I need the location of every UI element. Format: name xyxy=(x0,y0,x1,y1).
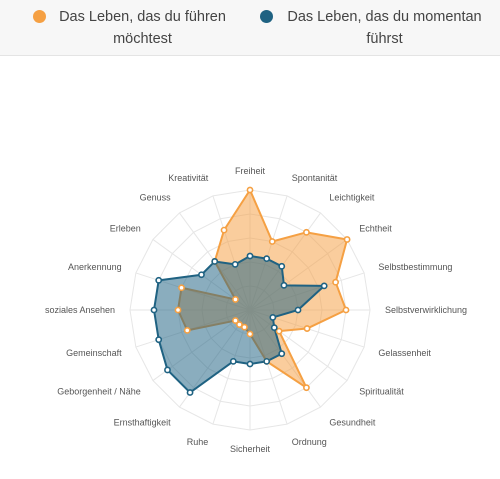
series-0-point-10 xyxy=(246,330,254,338)
series-1-point-0 xyxy=(246,252,254,260)
category-label-1: Spontanität xyxy=(292,173,338,183)
series-1-point-5 xyxy=(294,306,302,314)
series-0-point-3 xyxy=(343,236,351,243)
series-0-point-0 xyxy=(246,186,254,194)
category-label-4: Selbstbestimmung xyxy=(378,262,452,272)
series-1-point-7 xyxy=(270,324,278,332)
series-1-point-17 xyxy=(198,271,205,279)
series-1-point-1 xyxy=(263,255,271,263)
category-label-11: Ruhe xyxy=(187,437,209,447)
legend-dot-current xyxy=(260,10,273,23)
legend-item-current[interactable]: Das Leben, das du momentan führst xyxy=(260,6,490,50)
category-label-9: Ordnung xyxy=(292,437,327,447)
series-0-point-19 xyxy=(220,226,228,234)
series-1-point-15 xyxy=(150,306,158,314)
series-1-point-10 xyxy=(246,360,254,368)
legend-label-current: Das Leben, das du momentan führst xyxy=(287,9,482,47)
series-0-point-17 xyxy=(232,296,239,303)
series-1-point-14 xyxy=(155,336,163,344)
series-1-point-16 xyxy=(155,276,163,284)
category-label-3: Echtheit xyxy=(359,223,392,233)
series-1-point-11 xyxy=(229,357,237,365)
series-0-point-5 xyxy=(342,306,350,314)
category-label-10: Sicherheit xyxy=(230,444,271,454)
category-label-6: Gelassenheit xyxy=(378,348,431,358)
category-label-16: Anerkennung xyxy=(68,262,122,272)
legend-dot-desired xyxy=(33,10,46,23)
category-label-17: Erleben xyxy=(110,223,141,233)
category-label-13: Geborgenheit / Nähe xyxy=(57,387,141,397)
series-0-point-12 xyxy=(236,321,243,328)
legend-bar: Das Leben, das du führen möchtest Das Le… xyxy=(0,0,500,56)
series-0-point-16 xyxy=(178,284,185,292)
category-label-7: Spiritualität xyxy=(359,387,404,397)
legend-item-desired[interactable]: Das Leben, das du führen möchtest xyxy=(33,6,233,50)
series-0-point-6 xyxy=(303,325,311,332)
series-0-point-11 xyxy=(241,323,248,331)
series-1-point-4 xyxy=(320,282,328,290)
category-label-15: soziales Ansehen xyxy=(45,305,115,315)
series-0-point-4 xyxy=(332,278,339,286)
series-1-point-13 xyxy=(164,366,171,374)
series-0-point-13 xyxy=(232,317,239,324)
series-0-point-1 xyxy=(268,238,276,245)
series-1-point-3 xyxy=(280,281,288,289)
series-1-point-6 xyxy=(269,314,277,321)
category-label-8: Gesundheit xyxy=(329,417,376,427)
category-label-2: Leichtigkeit xyxy=(329,193,375,203)
series-0-point-8 xyxy=(303,384,310,392)
series-1-point-8 xyxy=(278,350,286,358)
category-label-5: Selbstverwirklichung xyxy=(385,305,467,315)
series-1-point-2 xyxy=(278,262,286,270)
category-label-12: Ernsthaftigkeit xyxy=(114,417,172,427)
series-0-point-2 xyxy=(303,228,310,236)
series-1-point-12 xyxy=(186,389,194,396)
category-label-14: Gemeinschaft xyxy=(66,348,122,358)
series-0-point-15 xyxy=(174,306,182,314)
series-1-point-18 xyxy=(211,258,219,265)
category-label-0: Freiheit xyxy=(235,166,266,176)
category-label-18: Genuss xyxy=(140,193,172,203)
category-label-19: Kreativität xyxy=(168,173,209,183)
legend-label-desired: Das Leben, das du führen möchtest xyxy=(59,9,226,47)
series-0-point-7 xyxy=(275,327,283,335)
series-0-point-14 xyxy=(183,326,191,334)
series-1-point-19 xyxy=(231,260,239,268)
series-1-point-9 xyxy=(263,357,271,365)
